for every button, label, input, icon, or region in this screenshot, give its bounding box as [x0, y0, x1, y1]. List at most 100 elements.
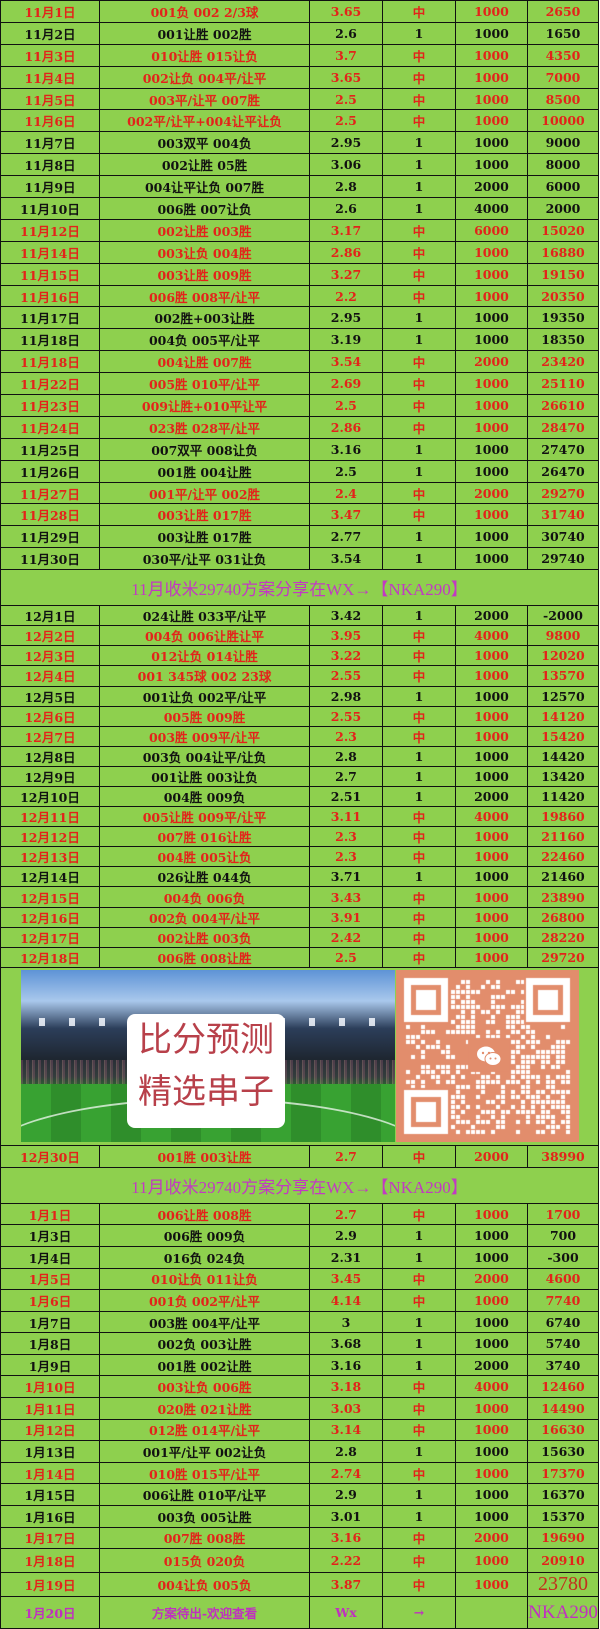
- pick-cell: 001让负 002平/让平: [100, 686, 310, 706]
- date-cell: 11月14日: [1, 241, 100, 263]
- balance-cell: 27470: [528, 438, 599, 460]
- pick-cell: 001负 002平/让平: [100, 1290, 310, 1311]
- pick-cell: 012胜 014平/让平: [100, 1419, 310, 1441]
- table-row: 11月10日 006胜 007让负 2.6 1 4000 2000: [1, 198, 599, 220]
- stake-cell: 1000: [456, 154, 528, 176]
- pick-cell: 015负 020负: [100, 1549, 310, 1573]
- table-row: 12月5日 001让负 002平/让平 2.98 1 1000 12570: [1, 686, 599, 707]
- result-cell: 中: [383, 219, 456, 241]
- qr-code[interactable]: [396, 969, 579, 1142]
- result-cell: 1: [383, 548, 456, 570]
- stake-cell: 1000: [456, 241, 528, 263]
- result-cell: 中: [383, 807, 456, 827]
- odds-cell: 2.69: [310, 373, 383, 395]
- table-row: 12月11日 005让胜 009平/让平 3.11 中 4000 19860: [1, 807, 599, 828]
- result-cell: 中: [383, 1419, 456, 1441]
- balance-cell: 26800: [528, 907, 599, 927]
- date-cell: 1月11日: [1, 1398, 100, 1419]
- pick-cell: 003让胜 017胜: [100, 526, 310, 548]
- pick-cell: 003让负 004胜: [100, 241, 310, 263]
- stake-cell: 1000: [456, 1311, 528, 1333]
- date-cell: 11月7日: [1, 132, 100, 154]
- result-cell: 1: [383, 1484, 456, 1506]
- table-row: 11月14日 003让负 004胜 2.86 中 1000 16880: [1, 241, 599, 264]
- date-cell: 11月9日: [1, 176, 100, 198]
- result-cell: 1: [383, 1225, 456, 1246]
- balance-cell: 21160: [528, 827, 599, 847]
- odds-cell: 3.16: [310, 438, 383, 460]
- table-row: 1月17日 007胜 008胜 3.16 中 2000 19690: [1, 1527, 599, 1550]
- result-cell: 1: [383, 154, 456, 176]
- table-row: 11月2日 001让胜 002胜 2.6 1 1000 1650: [1, 22, 599, 45]
- table-row: 1月5日 010让负 011让负 3.45 中 2000 4600: [1, 1268, 599, 1291]
- date-cell: 11月26日: [1, 460, 100, 482]
- table-row: 11月26日 001胜 004让胜 2.5 1 1000 26470: [1, 460, 599, 483]
- balance-cell: 15630: [528, 1441, 599, 1462]
- balance-cell: 15020: [528, 219, 599, 241]
- odds-cell: 2.5: [310, 947, 383, 967]
- table-row: 1月18日 015负 020负 2.22 中 1000 20910: [1, 1549, 599, 1574]
- odds-cell: 2.8: [310, 1441, 383, 1462]
- date-cell: 11月4日: [1, 66, 100, 88]
- result-cell: 中: [383, 66, 456, 88]
- result-cell: 1: [383, 686, 456, 706]
- odds-cell: 2.3: [310, 726, 383, 746]
- pick-cell: 002负 003让胜: [100, 1333, 310, 1354]
- stake-cell: 4000: [456, 1376, 528, 1398]
- pick-cell: 001让胜 003让负: [100, 766, 310, 786]
- stake-cell: 1000: [456, 867, 528, 887]
- pick-cell: 001平/让平 002胜: [100, 482, 310, 504]
- odds-cell: 3.19: [310, 329, 383, 351]
- date-cell: 11月12日: [1, 219, 100, 241]
- odds-cell: 3.47: [310, 504, 383, 526]
- stake-cell: 1000: [456, 827, 528, 847]
- result-cell: 中: [383, 1145, 456, 1167]
- share-banner: 11月收米29740方案分享在WX→【NKA290】: [1, 570, 599, 607]
- date-cell: 1月6日: [1, 1290, 100, 1311]
- balance-cell: 4350: [528, 44, 599, 66]
- balance-cell: 2000: [528, 198, 599, 219]
- table-row: 11月8日 002让胜 05胜 3.06 1 1000 8000: [1, 154, 599, 177]
- table-row: 12月3日 012让负 014让胜 3.22 中 1000 12020: [1, 646, 599, 667]
- pick-cell: 004负 006负: [100, 887, 310, 907]
- result-cell: 中: [383, 88, 456, 110]
- odds-cell: 2.7: [310, 766, 383, 786]
- table-row: 11月4日 002让负 004平/让平 3.65 中 1000 7000: [1, 66, 599, 89]
- result-cell: 1: [383, 1441, 456, 1462]
- date-cell: 1月16日: [1, 1506, 100, 1527]
- result-cell: 1: [383, 198, 456, 219]
- date-cell: 12月14日: [1, 867, 100, 887]
- pick-cell: 003平/让平 007胜: [100, 88, 310, 110]
- balance-cell: 22460: [528, 847, 599, 867]
- balance-cell: 18350: [528, 329, 599, 351]
- balance-cell: 28220: [528, 927, 599, 947]
- pick-cell: 007胜 008胜: [100, 1527, 310, 1549]
- pick-cell: 001 345球 002 23球: [100, 666, 310, 686]
- december-late-section: 12月30日 001胜 003让胜 2.7 中 2000 38990: [1, 1145, 599, 1168]
- balance-cell: 7000: [528, 66, 599, 88]
- balance-cell: 17370: [528, 1462, 599, 1484]
- pick-cell: 003胜 009平/让平: [100, 726, 310, 746]
- result-cell: 中: [383, 646, 456, 666]
- pick-cell: 024让胜 033平/让平: [100, 606, 310, 626]
- table-row: 11月16日 006胜 008平/让平 2.2 中 1000 20350: [1, 285, 599, 308]
- stake-cell: 1000: [456, 1573, 528, 1597]
- table-row: 12月17日 002让胜 003负 2.42 中 1000 28220: [1, 927, 599, 948]
- wechat-icon: [477, 1046, 502, 1066]
- date-cell: 11月18日: [1, 351, 100, 373]
- table-row: 12月2日 004负 006让胜让平 3.95 中 4000 9800: [1, 626, 599, 647]
- pick-cell: 012让负 014让胜: [100, 646, 310, 666]
- balance-cell: 1700: [528, 1203, 599, 1225]
- date-cell: 12月8日: [1, 746, 100, 766]
- table-row: 12月10日 004胜 009负 2.51 1 2000 11420: [1, 787, 599, 808]
- date-cell: 11月1日: [1, 1, 100, 22]
- stake-cell: 1000: [456, 847, 528, 867]
- odds-cell: 3.65: [310, 66, 383, 88]
- result-cell: 1: [383, 460, 456, 482]
- odds-cell: 2.86: [310, 416, 383, 438]
- pick-cell: 002负 004平/让平: [100, 907, 310, 927]
- balance-cell: 5740: [528, 1333, 599, 1354]
- pick-cell: 016负 024负: [100, 1246, 310, 1268]
- pick-cell: 001负 002 2/3球: [100, 1, 310, 22]
